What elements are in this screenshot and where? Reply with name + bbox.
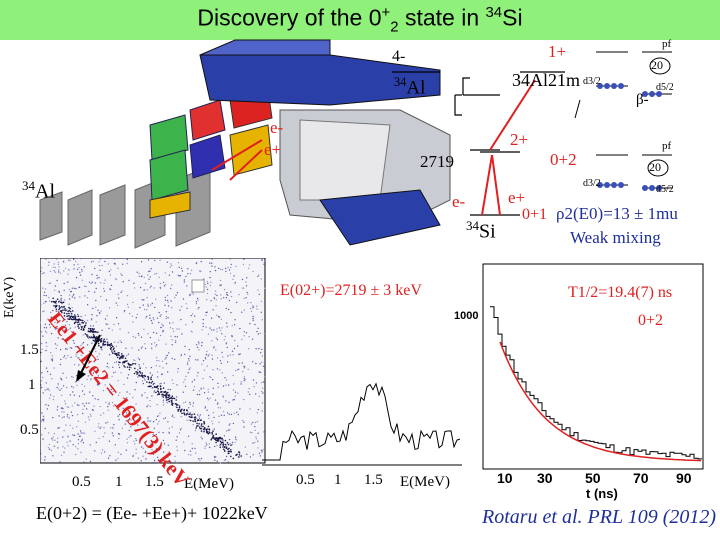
shell-pf-top: pf (662, 38, 672, 50)
scatter-ylabel: E(keV) (2, 276, 17, 318)
al21m-spin-label: 1+ (548, 42, 567, 61)
energy-projection-plot (262, 382, 462, 466)
decay-time-plot (482, 263, 704, 470)
half-life-label: T1/2=19.4(7) ns (568, 284, 673, 301)
decay-xtick: 10 (497, 470, 513, 486)
decay-electron-label: e- (452, 192, 466, 211)
shell-d32-top: d3/2 (583, 76, 601, 87)
coincidence-scatter-plot (40, 258, 266, 464)
decay-positron-label: e+ (508, 188, 526, 207)
citation: Rotaru et al. PRL 109 (2012) (482, 506, 717, 528)
shell-d52-bottom: d5/2 (656, 184, 674, 195)
decay-xlabel: t (ns) (586, 486, 618, 501)
level-2719-label: 2719 (420, 152, 454, 171)
beam-nucleus-label: 34Al (22, 178, 55, 203)
projection-xtick: 0.5 (296, 472, 315, 488)
diagonal-arrow (76, 334, 101, 382)
decay-xtick: 70 (633, 470, 649, 486)
shell-20-top: 20 (651, 58, 663, 72)
weak-mixing-label: Weak mixing (570, 228, 661, 247)
level-2plus-label: 2+ (510, 130, 529, 149)
al-ground-label: 34Al (394, 75, 426, 99)
electron-label: e- (270, 118, 284, 137)
shell-pf-bottom: pf (662, 140, 672, 152)
decay-xtick: 50 (585, 470, 601, 486)
scatter-xlabel: E(MeV) (184, 476, 234, 492)
scatter-ytick: 1 (28, 377, 36, 393)
shell-d32-bottom: d3/2 (583, 178, 601, 189)
al-spin-label: 4- (392, 48, 406, 65)
title-bar (0, 0, 720, 40)
scatter-ytick: 0.5 (20, 422, 39, 438)
energy-formula: E(0+2) = (Ee- +Ee+)+ 1022keV (36, 503, 268, 523)
projection-xtick: 1.5 (364, 472, 383, 488)
decay-ytick: 1000 (454, 310, 479, 322)
positron-label: e+ (264, 140, 282, 159)
al21m-label: 34Al21m (512, 70, 581, 90)
decay-state-label: 0+2 (638, 312, 664, 329)
beta-decay-label: β- (636, 92, 649, 108)
si-label: 34Si (466, 218, 496, 243)
level-0plus1-label: 0+1 (522, 206, 548, 223)
shell-20-bottom: 20 (649, 160, 661, 174)
scatter-ytick: 1.5 (20, 342, 39, 358)
projection-xtick: 1 (334, 472, 342, 488)
scatter-xtick: 1.5 (145, 474, 164, 490)
scatter-xtick: 0.5 (72, 474, 91, 490)
scatter-xtick: 1 (115, 474, 123, 490)
projection-xlabel: E(MeV) (400, 474, 450, 490)
decay-xtick: 90 (676, 470, 692, 486)
shell-d52-top: d5/2 (656, 82, 674, 93)
projection-energy-label: E(02+)=2719 ± 3 keV (280, 282, 422, 299)
level-0plus2-label: 0+2 (550, 150, 577, 169)
decay-xtick: 30 (537, 470, 553, 486)
slide-title: Discovery of the 0+2 state in 34Si (197, 4, 523, 36)
rho-result: ρ2(E0)=13 ± 1mu (556, 204, 678, 223)
